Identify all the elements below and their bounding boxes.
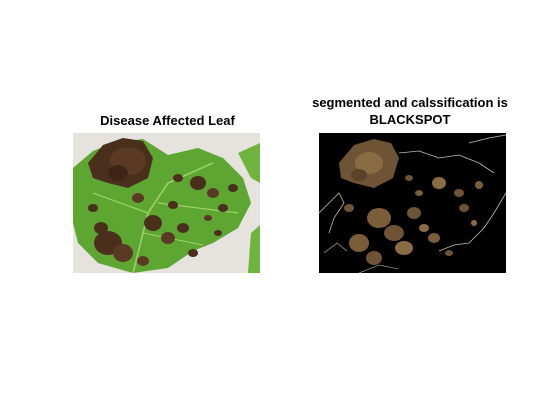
right-title-line1: segmented and calssification is [312, 95, 508, 110]
leaf-photo-svg [73, 133, 260, 273]
left-panel-title: Disease Affected Leaf [60, 112, 275, 129]
original-leaf-image [73, 133, 260, 273]
right-panel-title: segmented and calssification is BLACKSPO… [290, 94, 530, 128]
right-title-line2: BLACKSPOT [369, 112, 451, 127]
left-title-text: Disease Affected Leaf [100, 113, 235, 128]
segmented-photo-svg [319, 133, 506, 273]
segmented-leaf-image [319, 133, 506, 273]
